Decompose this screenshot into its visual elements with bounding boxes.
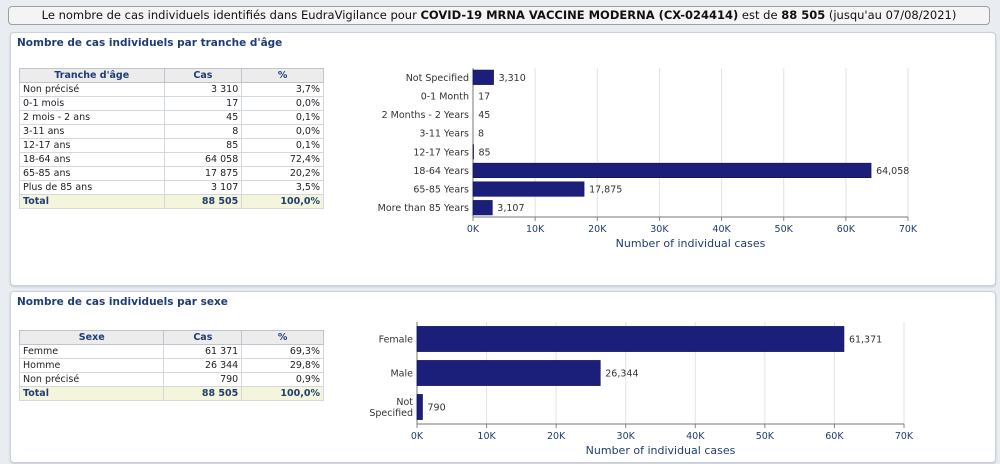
table-cell: Total — [18, 386, 165, 401]
category-label-line: 65-85 Years — [413, 185, 469, 196]
age-col-header: Cas — [163, 68, 243, 83]
page-header: Le nombre de cas individuels identifiés … — [8, 6, 990, 25]
header-prefix: Le nombre de cas individuels identifiés … — [41, 8, 421, 22]
sex-section-title: Nombre de cas individuels par sexe — [17, 296, 228, 308]
table-cell: 88 505 — [163, 386, 243, 401]
table-cell: Total — [19, 194, 165, 209]
x-tick-label: 40K — [686, 431, 705, 442]
category-label-line: Female — [379, 335, 414, 346]
bar — [416, 394, 423, 420]
x-tick-label: 30K — [650, 224, 669, 235]
table-row: Homme 26 344 29,8% — [18, 358, 324, 373]
x-tick-label: 70K — [895, 431, 914, 442]
category-label: 0-1 Month — [421, 91, 469, 102]
category-label: 65-85 Years — [413, 185, 469, 196]
category-label: Not Specified — [369, 397, 413, 419]
table-cell: 100,0% — [241, 194, 324, 209]
x-tick-label: 50K — [775, 224, 794, 235]
x-tick-label: 70K — [899, 224, 918, 235]
x-axis-title: Number of individual cases — [586, 444, 736, 457]
category-label-line: 18-64 Years — [413, 166, 469, 177]
x-tick-label: 10K — [526, 224, 545, 235]
header-total: 88 505 — [781, 8, 826, 22]
x-tick-label: 20K — [588, 224, 607, 235]
x-tick-label: 30K — [617, 431, 636, 442]
category-label-line: Not Specified — [406, 73, 469, 84]
bar — [472, 200, 493, 216]
bar — [472, 144, 474, 160]
category-label: More than 85 Years — [378, 203, 469, 214]
category-label-line: 12-17 Years — [413, 147, 469, 158]
category-label-line: Not — [396, 397, 413, 408]
sex-bar-chart: 0K 10K 20K 30K 40K 50K 60K 70K Female 61,371 Male 2… — [369, 322, 914, 457]
category-label-line: Male — [390, 369, 413, 380]
bar — [416, 326, 845, 352]
category-label-line: More than 85 Years — [378, 203, 469, 214]
category-label-line: 0-1 Month — [421, 91, 469, 102]
x-tick-label: 60K — [825, 431, 844, 442]
sex-panel: Nombre de cas individuels par sexe Sexe C… — [10, 291, 996, 463]
category-label: 12-17 Years — [413, 147, 469, 158]
value-label: 3,310 — [499, 73, 526, 84]
bar — [472, 69, 494, 85]
value-label: 3,107 — [497, 203, 524, 214]
x-tick-label: 20K — [547, 431, 566, 442]
age-table: Tranche d'âge Cas% Non précisé 3 310 3,7% 0-… — [19, 68, 324, 209]
x-tick-label: 0K — [467, 224, 480, 235]
category-label-line: 3-11 Years — [419, 129, 469, 140]
table-row: 0-1 mois 17 0,0% — [19, 96, 324, 111]
x-tick-label: 60K — [837, 224, 856, 235]
category-label: 18-64 Years — [413, 166, 469, 177]
age-panel: Nombre de cas individuels par tranche d'… — [10, 32, 996, 286]
age-col-header: % — [241, 68, 324, 83]
table-row: 18-64 ans 64 058 72,4% — [19, 152, 324, 167]
x-tick-label: 50K — [756, 431, 775, 442]
header-suffix: (jusqu'au 07/08/2021) — [825, 8, 957, 22]
value-label: 45 — [478, 110, 490, 121]
category-label-line: Specified — [369, 408, 413, 419]
category-label-line: 2 Months - 2 Years — [382, 110, 469, 121]
x-tick-label: 0K — [411, 431, 424, 442]
table-cell: 100,0% — [241, 386, 324, 401]
age-col-header: Tranche d'âge — [19, 68, 165, 83]
sex-table: Sexe Cas% Femme 61 371 69,3% Homme 26 344 29,8… — [18, 330, 324, 401]
value-label: 61,371 — [849, 335, 882, 346]
bar — [472, 162, 872, 179]
category-label: Female — [379, 335, 414, 346]
value-label: 64,058 — [876, 166, 909, 177]
table-cell: 88 505 — [163, 194, 243, 209]
age-section-title: Nombre de cas individuels par tranche d'… — [17, 37, 283, 49]
age-total-row: Total 88 505 100,0% — [19, 194, 324, 209]
sex-col-header: % — [241, 330, 324, 345]
header-product: COVID-19 MRNA VACCINE MODERNA (CX-024414… — [420, 8, 739, 22]
header-middle: est de — [738, 8, 782, 22]
category-label: 3-11 Years — [419, 129, 469, 140]
age-bar-chart: 0K 10K 20K 30K 40K 50K 60K 70K Not Specified 3,31… — [378, 68, 918, 250]
value-label: 85 — [479, 147, 491, 158]
bar — [416, 360, 601, 386]
category-label: 2 Months - 2 Years — [382, 110, 469, 121]
value-label: 17 — [478, 91, 490, 102]
sex-total-row: Total 88 505 100,0% — [18, 386, 324, 401]
value-label: 8 — [478, 129, 484, 140]
x-axis-title: Number of individual cases — [616, 237, 766, 250]
category-label: Male — [390, 369, 413, 380]
table-row: Non précisé 790 0,9% — [18, 372, 324, 387]
value-label: 17,875 — [589, 185, 622, 196]
category-label: Not Specified — [406, 73, 469, 84]
x-tick-label: 40K — [712, 224, 731, 235]
x-tick-label: 10K — [477, 431, 496, 442]
age-table-header: Tranche d'âge Cas% — [19, 68, 324, 83]
table-row: 12-17 ans 85 0,1% — [19, 138, 324, 153]
bar — [472, 181, 585, 197]
value-label: 26,344 — [605, 369, 638, 380]
value-label: 790 — [427, 403, 445, 414]
